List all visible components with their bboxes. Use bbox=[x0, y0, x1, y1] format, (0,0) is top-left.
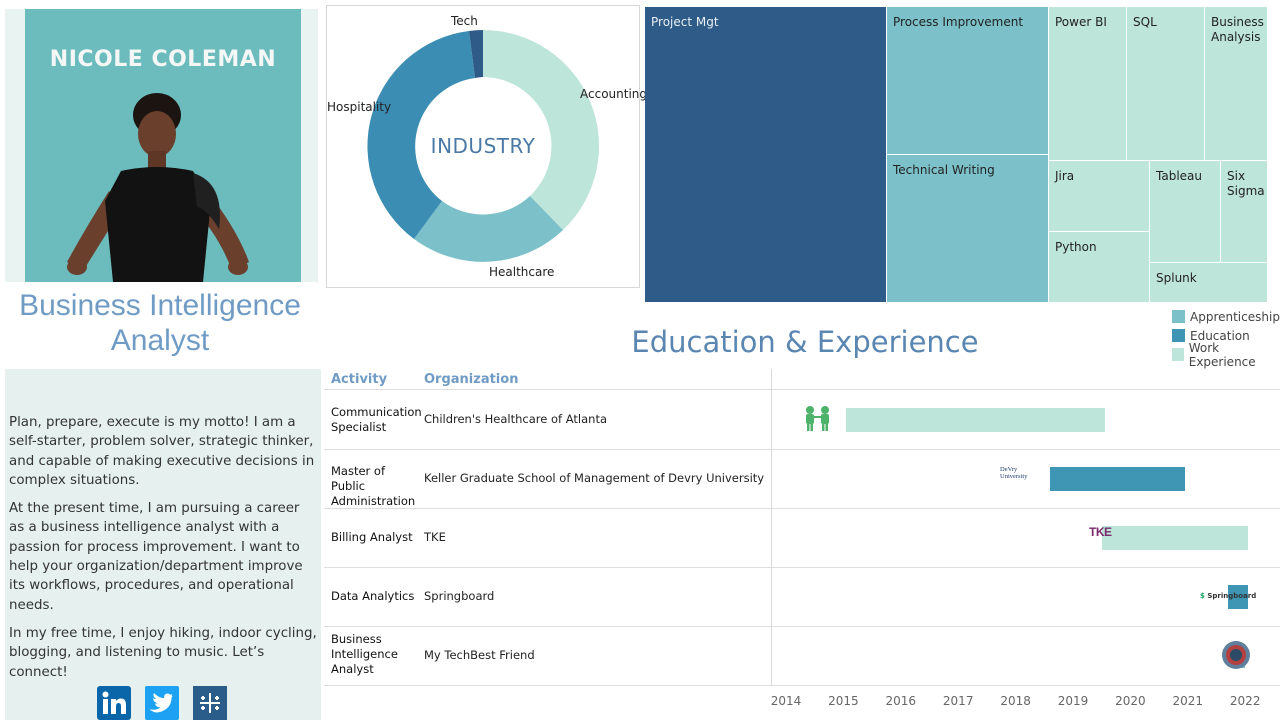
axis-tick-label: 2015 bbox=[828, 694, 859, 708]
axis-tick-label: 2017 bbox=[942, 694, 974, 708]
donut-svg bbox=[367, 30, 599, 262]
treemap-cell[interactable]: Business Analysis bbox=[1205, 7, 1268, 161]
social-links bbox=[97, 686, 227, 720]
treemap-cell[interactable]: Tableau bbox=[1150, 161, 1221, 263]
treemap-cell[interactable]: Project Mgt bbox=[645, 7, 887, 303]
springboard-logo-text: Springboard bbox=[1207, 592, 1257, 600]
job-title-line2: Analyst bbox=[110, 324, 210, 357]
legend-label: Work Experience bbox=[1188, 340, 1256, 369]
treemap-cell[interactable]: Process Improvement bbox=[887, 7, 1049, 155]
row-organization: My TechBest Friend bbox=[424, 648, 535, 662]
legend-swatch bbox=[1172, 329, 1185, 342]
springboard-logo-icon: $ Springboard bbox=[1200, 592, 1256, 600]
legend-label: Apprenticeship bbox=[1190, 309, 1280, 324]
legend-item[interactable]: Work Experience bbox=[1172, 341, 1280, 369]
donut-label-healthcare: Healthcare bbox=[489, 265, 555, 279]
profile-name: NICOLE COLEMAN bbox=[49, 47, 277, 72]
job-title: Business Intelligence Analyst bbox=[5, 288, 315, 358]
donut-slice-tech[interactable] bbox=[469, 30, 483, 78]
donut-slice-accounting[interactable] bbox=[483, 30, 599, 230]
timeline-row[interactable]: Data Analytics Springboard $ Springboard bbox=[324, 568, 1280, 627]
timeline-row[interactable]: Business Intelligence Analyst My TechBes… bbox=[324, 627, 1280, 686]
donut-center-label: INDUSTRY bbox=[430, 134, 536, 158]
timeline-bar[interactable] bbox=[1227, 585, 1249, 609]
industry-donut-chart: INDUSTRY Tech Accounting Hospitality Hea… bbox=[326, 5, 647, 288]
experience-timeline: Activity Organization Communication Spec… bbox=[324, 369, 1280, 714]
timeline-row[interactable]: Billing Analyst TKE TKE bbox=[324, 509, 1280, 568]
row-activity: Data Analytics bbox=[331, 589, 415, 603]
skills-treemap: Project Mgt Process Improvement Technica… bbox=[645, 7, 1268, 303]
bio-paragraph: In my free time, I enjoy hiking, indoor … bbox=[9, 625, 317, 680]
healthcare-logo-icon bbox=[806, 406, 829, 431]
row-activity: Business Intelligence Analyst bbox=[331, 632, 398, 676]
portrait-image bbox=[67, 93, 249, 282]
timeline-bar[interactable] bbox=[1101, 526, 1249, 550]
techbest-logo-icon bbox=[1222, 641, 1250, 669]
treemap-cell[interactable]: Six Sigma bbox=[1221, 161, 1268, 263]
springboard-mark-icon: $ bbox=[1200, 592, 1205, 600]
legend-swatch bbox=[1172, 310, 1185, 323]
timeline-header: Activity Organization bbox=[324, 369, 1280, 390]
row-organization: Springboard bbox=[424, 589, 495, 603]
bio-paragraph: At the present time, I am pursuing a car… bbox=[9, 501, 303, 613]
bio-paragraph: Plan, prepare, execute is my motto! I am… bbox=[9, 415, 315, 488]
row-organization: Keller Graduate School of Management of … bbox=[424, 471, 765, 485]
timeline-row[interactable]: Communication Specialist Children's Heal… bbox=[324, 391, 1280, 450]
bio-panel: Plan, prepare, execute is my motto! I am… bbox=[5, 369, 321, 720]
donut-label-tech: Tech bbox=[451, 14, 478, 28]
row-organization: TKE bbox=[424, 530, 446, 544]
header-activity[interactable]: Activity bbox=[331, 372, 388, 387]
timeline-bar[interactable] bbox=[1050, 467, 1185, 491]
timeline-row[interactable]: Master of Public Administration Keller G… bbox=[324, 450, 1280, 509]
row-organization: Children's Healthcare of Atlanta bbox=[424, 412, 607, 426]
tableau-icon[interactable] bbox=[193, 686, 227, 720]
legend-item[interactable]: Apprenticeship bbox=[1172, 307, 1280, 326]
timeline-axis: 2014 2015 2016 2017 2018 2019 2020 2021 2022 bbox=[324, 686, 1280, 714]
timeline-legend: Apprenticeship Education Work Experience bbox=[1172, 307, 1280, 369]
axis-tick-label: 2021 bbox=[1172, 694, 1204, 708]
axis-tick-label: 2014 bbox=[770, 694, 802, 708]
row-activity: Communication Specialist bbox=[331, 405, 422, 434]
donut-slice-hospitality[interactable] bbox=[367, 31, 475, 239]
legend-item[interactable]: Education bbox=[1172, 326, 1280, 345]
legend-label: Education bbox=[1190, 328, 1250, 343]
treemap-cell[interactable]: Technical Writing bbox=[887, 155, 1049, 303]
axis-tick-label: 2022 bbox=[1229, 694, 1261, 708]
header-organization[interactable]: Organization bbox=[424, 372, 519, 387]
linkedin-icon[interactable] bbox=[97, 686, 131, 720]
tke-logo-icon: TKE bbox=[1089, 525, 1112, 539]
twitter-icon[interactable] bbox=[145, 686, 179, 720]
section-title: Education & Experience bbox=[631, 325, 979, 359]
row-activity: Billing Analyst bbox=[331, 530, 413, 544]
profile-photo: NICOLE COLEMAN bbox=[25, 9, 301, 282]
legend-swatch bbox=[1172, 348, 1184, 361]
job-title-line1: Business Intelligence bbox=[19, 289, 301, 322]
axis-tick-label: 2019 bbox=[1057, 694, 1089, 708]
treemap-cell[interactable]: Power BI bbox=[1049, 7, 1127, 161]
axis-tick-label: 2018 bbox=[1000, 694, 1031, 708]
treemap-cell[interactable]: Python bbox=[1049, 232, 1150, 303]
devry-logo-icon: DeVry University bbox=[1000, 466, 1028, 480]
profile-photo-card: NICOLE COLEMAN bbox=[5, 9, 318, 282]
axis-tick-label: 2016 bbox=[885, 694, 917, 708]
treemap-cell[interactable]: Jira bbox=[1049, 161, 1150, 232]
treemap-cell[interactable]: Splunk bbox=[1150, 263, 1268, 303]
timeline-bar[interactable] bbox=[846, 408, 1105, 432]
donut-slice-healthcare[interactable] bbox=[414, 196, 563, 262]
row-activity: Master of Public Administration bbox=[331, 464, 416, 508]
donut-label-hospitality: Hospitality bbox=[327, 100, 392, 114]
donut-label-accounting: Accounting bbox=[580, 87, 648, 101]
axis-tick-label: 2020 bbox=[1115, 694, 1146, 708]
treemap-cell[interactable]: SQL bbox=[1127, 7, 1205, 161]
timeline-divider bbox=[771, 369, 772, 685]
